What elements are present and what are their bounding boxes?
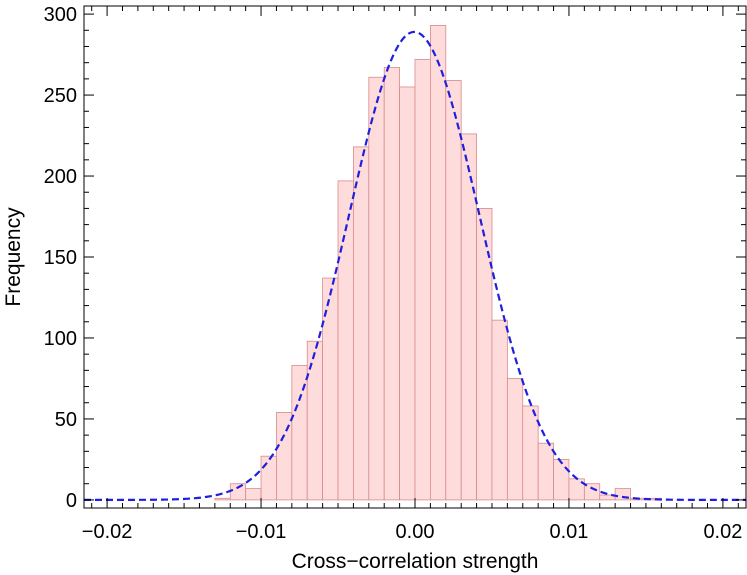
x-tick-label: 0.00 bbox=[396, 521, 435, 543]
histogram-bar-14 bbox=[429, 25, 447, 501]
histogram-bar-13 bbox=[414, 59, 431, 501]
x-tick-label: −0.01 bbox=[236, 521, 287, 543]
histogram-bar-0 bbox=[214, 497, 231, 501]
y-tick-label: 200 bbox=[44, 166, 77, 188]
histogram-bar-12 bbox=[399, 86, 416, 501]
histogram-bar-20 bbox=[522, 405, 539, 501]
y-axis-label: Frequency bbox=[2, 207, 25, 307]
y-tick-label: 150 bbox=[44, 247, 77, 269]
x-tick-label: −0.02 bbox=[82, 521, 133, 543]
x-tick-label: 0.02 bbox=[703, 521, 742, 543]
y-tick-label: 300 bbox=[44, 4, 77, 26]
histogram-bar-21 bbox=[537, 442, 554, 501]
y-tick-label: 250 bbox=[44, 85, 77, 107]
gaussian-fit-curve bbox=[84, 30, 746, 501]
histogram-bar-3 bbox=[260, 455, 277, 501]
histogram-bar-1 bbox=[229, 483, 247, 501]
x-axis-ticks: −0.02 −0.01 0.00 0.01 0.02 bbox=[82, 6, 742, 543]
histogram-bar-15 bbox=[445, 80, 462, 501]
histogram-bar-9 bbox=[353, 146, 370, 501]
histogram-bar-17 bbox=[476, 208, 493, 501]
histogram-bar-22 bbox=[553, 459, 570, 501]
y-tick-label: 50 bbox=[55, 409, 77, 431]
y-tick-label: 0 bbox=[66, 490, 77, 512]
histogram-bar-10 bbox=[368, 76, 385, 501]
histogram-bar-6 bbox=[306, 340, 324, 501]
histogram-bars bbox=[214, 25, 662, 501]
x-axis-label: Cross−correlation strength bbox=[292, 550, 539, 573]
histogram-bar-19 bbox=[506, 378, 524, 501]
y-tick-label: 100 bbox=[44, 328, 77, 350]
histogram-bar-26 bbox=[614, 488, 631, 501]
y-axis-ticks: 0 50 100 150 200 250 300 bbox=[44, 4, 746, 512]
histogram-bar-24 bbox=[583, 483, 601, 501]
histogram-bar-18 bbox=[491, 319, 508, 501]
x-tick-label: 0.01 bbox=[549, 521, 588, 543]
histogram-bar-11 bbox=[383, 67, 401, 501]
histogram-bar-2 bbox=[245, 488, 262, 501]
